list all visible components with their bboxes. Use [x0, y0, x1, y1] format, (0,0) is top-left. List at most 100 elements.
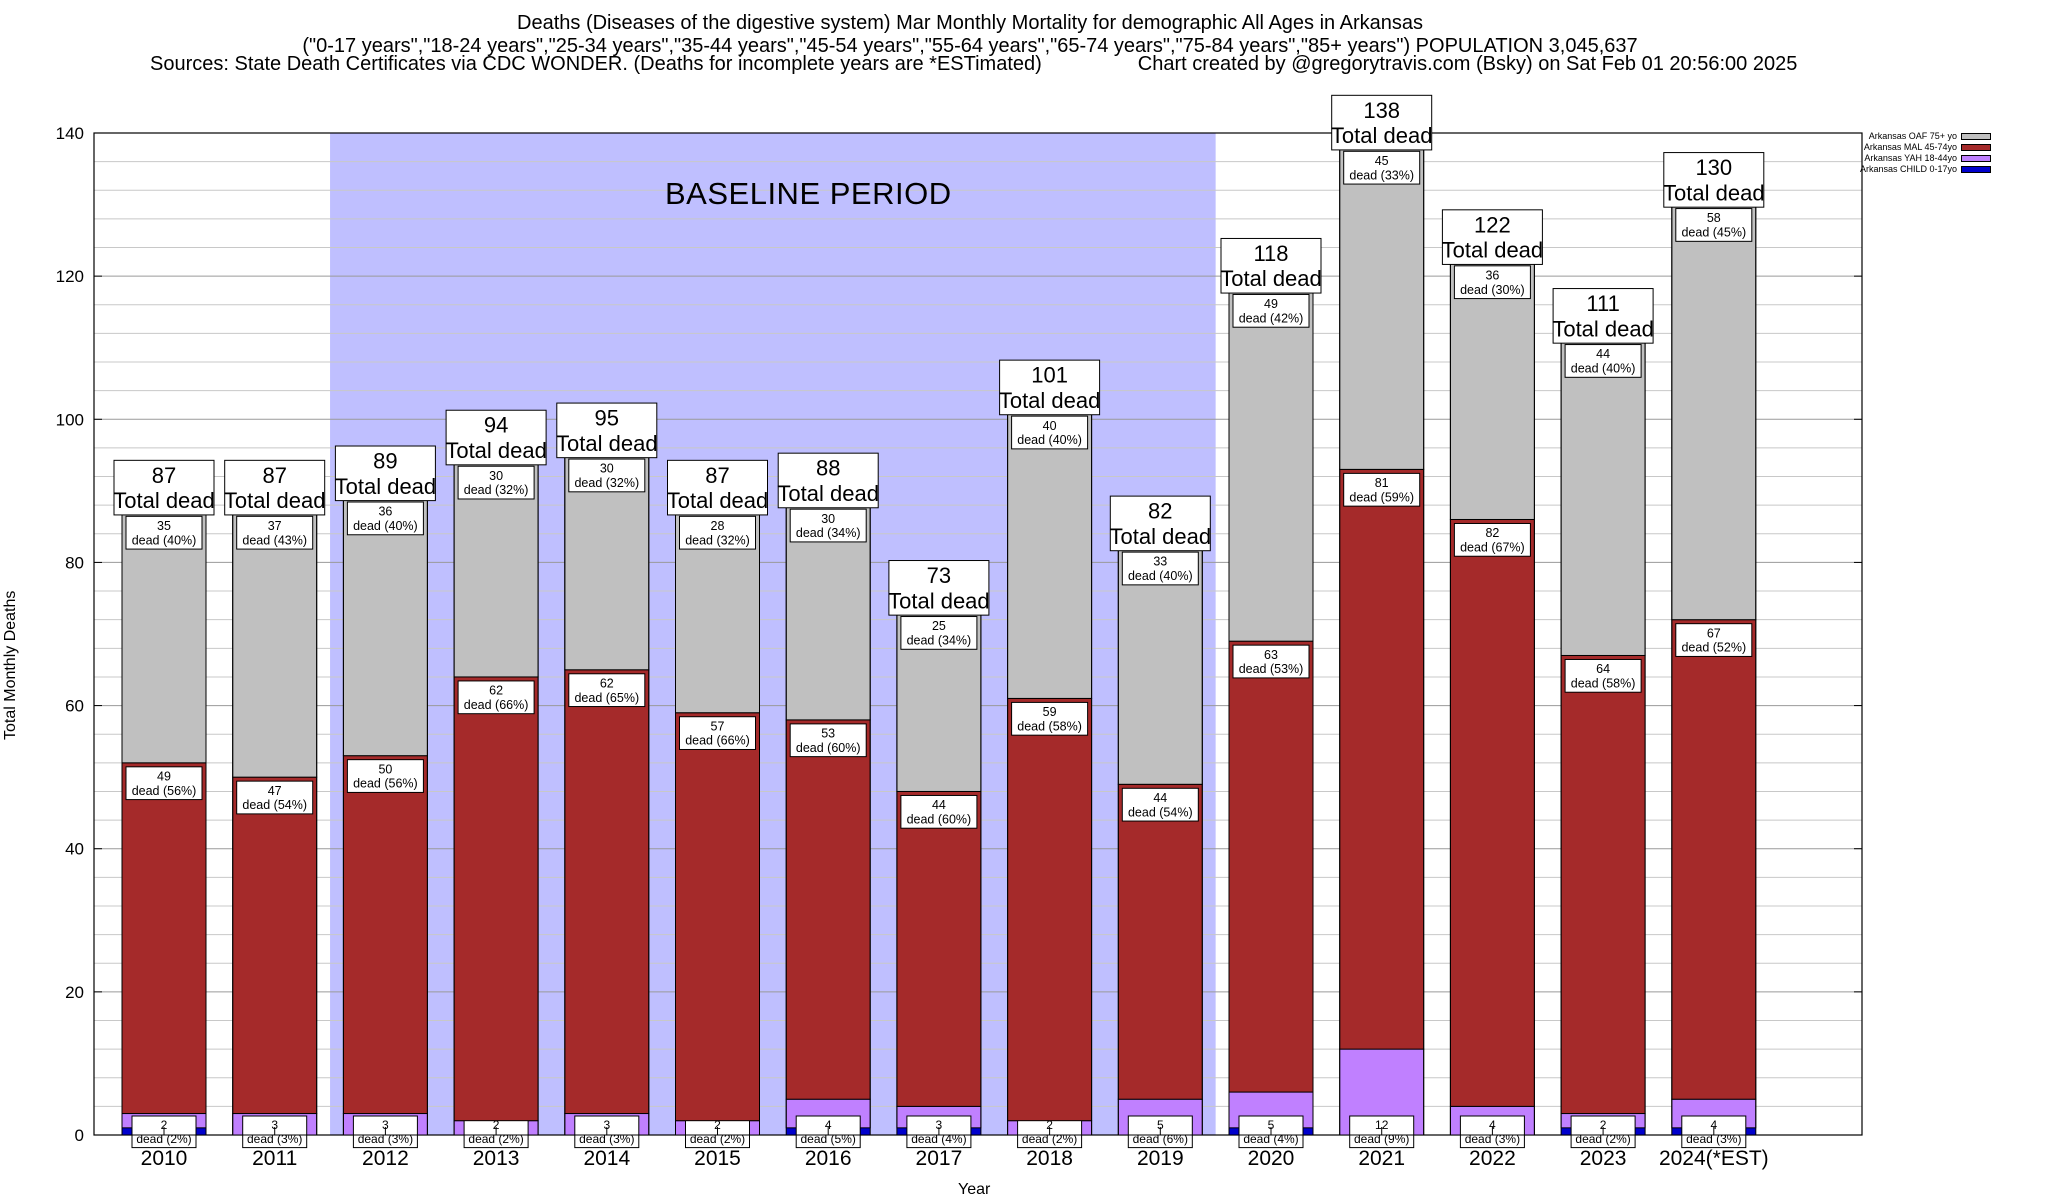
chart-title: Deaths (Diseases of the digestive system…: [517, 12, 1423, 34]
segment-value-label-text: dead (56%): [132, 784, 197, 798]
x-tick-label: 2021: [1358, 1147, 1405, 1170]
segment-value-label-text: dead (66%): [685, 734, 750, 748]
total-label-text: Total dead: [445, 438, 547, 463]
segment-value-label-text: 4: [1710, 1118, 1717, 1132]
total-label-text: Total dead: [667, 488, 769, 513]
total-label-text: 73: [927, 563, 951, 588]
segment-value-label-box: [1564, 344, 1642, 378]
total-label-box: [999, 359, 1101, 416]
total-label-text: 118: [1253, 241, 1288, 266]
total-label-text: 122: [1474, 212, 1511, 237]
segment-value-label-text: dead (40%): [353, 519, 418, 533]
segment-value-label-box: [125, 515, 203, 550]
bar-segment: [1449, 518, 1535, 1107]
segment-value-label-text: 2: [161, 1118, 168, 1132]
total-label-text: Total dead: [1552, 316, 1654, 341]
total-label-text: 101: [1031, 363, 1068, 388]
segment-value-label-box: [1121, 551, 1199, 586]
segment-value-label-box: [679, 716, 756, 750]
bar-segment: [785, 719, 871, 1100]
segment-value-label-box: [900, 794, 978, 829]
segment-value-label-text: 2: [714, 1118, 721, 1132]
segment-value-label-box: [236, 780, 314, 815]
total-label-box: [556, 402, 658, 459]
total-label-box: [1220, 237, 1322, 294]
legend-entry: Arkansas OAF 75+ yo: [1860, 131, 1992, 142]
segment-value-label-text: dead (52%): [1681, 641, 1746, 655]
segment-value-label-box: [236, 515, 314, 550]
segment-value-label-text: 81: [1375, 476, 1389, 490]
bar-segment: [1449, 261, 1535, 520]
segment-value-label-text: 28: [711, 519, 725, 533]
segment-value-label-text: 59: [1043, 705, 1057, 719]
segment-value-label-text: 44: [932, 798, 946, 812]
x-tick-label: 2024(*EST): [1659, 1147, 1769, 1170]
legend-swatch: [1961, 166, 1992, 173]
segment-value-label-text: dead (58%): [1017, 719, 1082, 733]
total-label-box: [334, 445, 436, 502]
x-tick-label: 2020: [1248, 1147, 1295, 1170]
total-label-text: Total dead: [1220, 266, 1322, 291]
segment-value-label-box: [789, 723, 867, 758]
segment-value-label-text: 30: [489, 469, 503, 483]
segment-value-label-text: dead (45%): [1681, 226, 1746, 240]
segment-value-label-text: 57: [711, 719, 725, 733]
segment-value-label-text: dead (60%): [907, 812, 972, 826]
x-tick-label: 2022: [1469, 1147, 1516, 1170]
total-label-text: 87: [152, 463, 176, 488]
total-label-text: Total dead: [888, 588, 990, 613]
segment-value-label-box: [789, 508, 867, 543]
segment-value-label-text: dead (32%): [464, 483, 529, 497]
y-tick-label: 120: [56, 267, 84, 286]
segment-value-label-text: 4: [825, 1118, 832, 1132]
segment-value-label-box: [1011, 701, 1089, 736]
total-label-text: 130: [1695, 155, 1732, 180]
chart-subtitle: ("0-17 years","18-24 years","25-34 years…: [302, 35, 1638, 57]
segment-value-label-text: 67: [1707, 626, 1721, 640]
total-label-text: 88: [816, 456, 840, 481]
x-tick-label: 2010: [141, 1147, 188, 1170]
x-tick-label: 2023: [1580, 1147, 1627, 1170]
segment-value-label-box: [1453, 265, 1531, 300]
segment-value-label-text: dead (34%): [796, 526, 861, 540]
legend-swatch: [1961, 144, 1992, 151]
segment-value-label-text: 5: [1157, 1118, 1164, 1132]
segment-value-label-text: 64: [1596, 662, 1610, 676]
bar-segment: [1560, 340, 1646, 656]
bar-segment: [121, 511, 207, 764]
bar-segment: [675, 712, 760, 1122]
segment-value-label-box: [1564, 658, 1642, 693]
segment-value-label-text: dead (67%): [1460, 540, 1525, 554]
segment-value-label-text: 82: [1485, 526, 1499, 540]
segment-value-label-text: dead (54%): [242, 798, 307, 812]
segment-value-label-text: 36: [378, 505, 392, 519]
total-label-text: 111: [1586, 291, 1619, 316]
segment-value-label-text: dead (43%): [242, 533, 307, 547]
x-tick-label: 2011: [252, 1147, 297, 1170]
bar-segment: [896, 790, 982, 1107]
total-label-box: [445, 409, 547, 466]
chart-sources: Sources: State Death Certificates via CD…: [150, 53, 1797, 76]
total-label-text: 87: [262, 463, 286, 488]
segment-value-label-text: 58: [1707, 211, 1721, 225]
bar-segment: [121, 762, 207, 1115]
total-label-text: Total dead: [1663, 180, 1765, 205]
